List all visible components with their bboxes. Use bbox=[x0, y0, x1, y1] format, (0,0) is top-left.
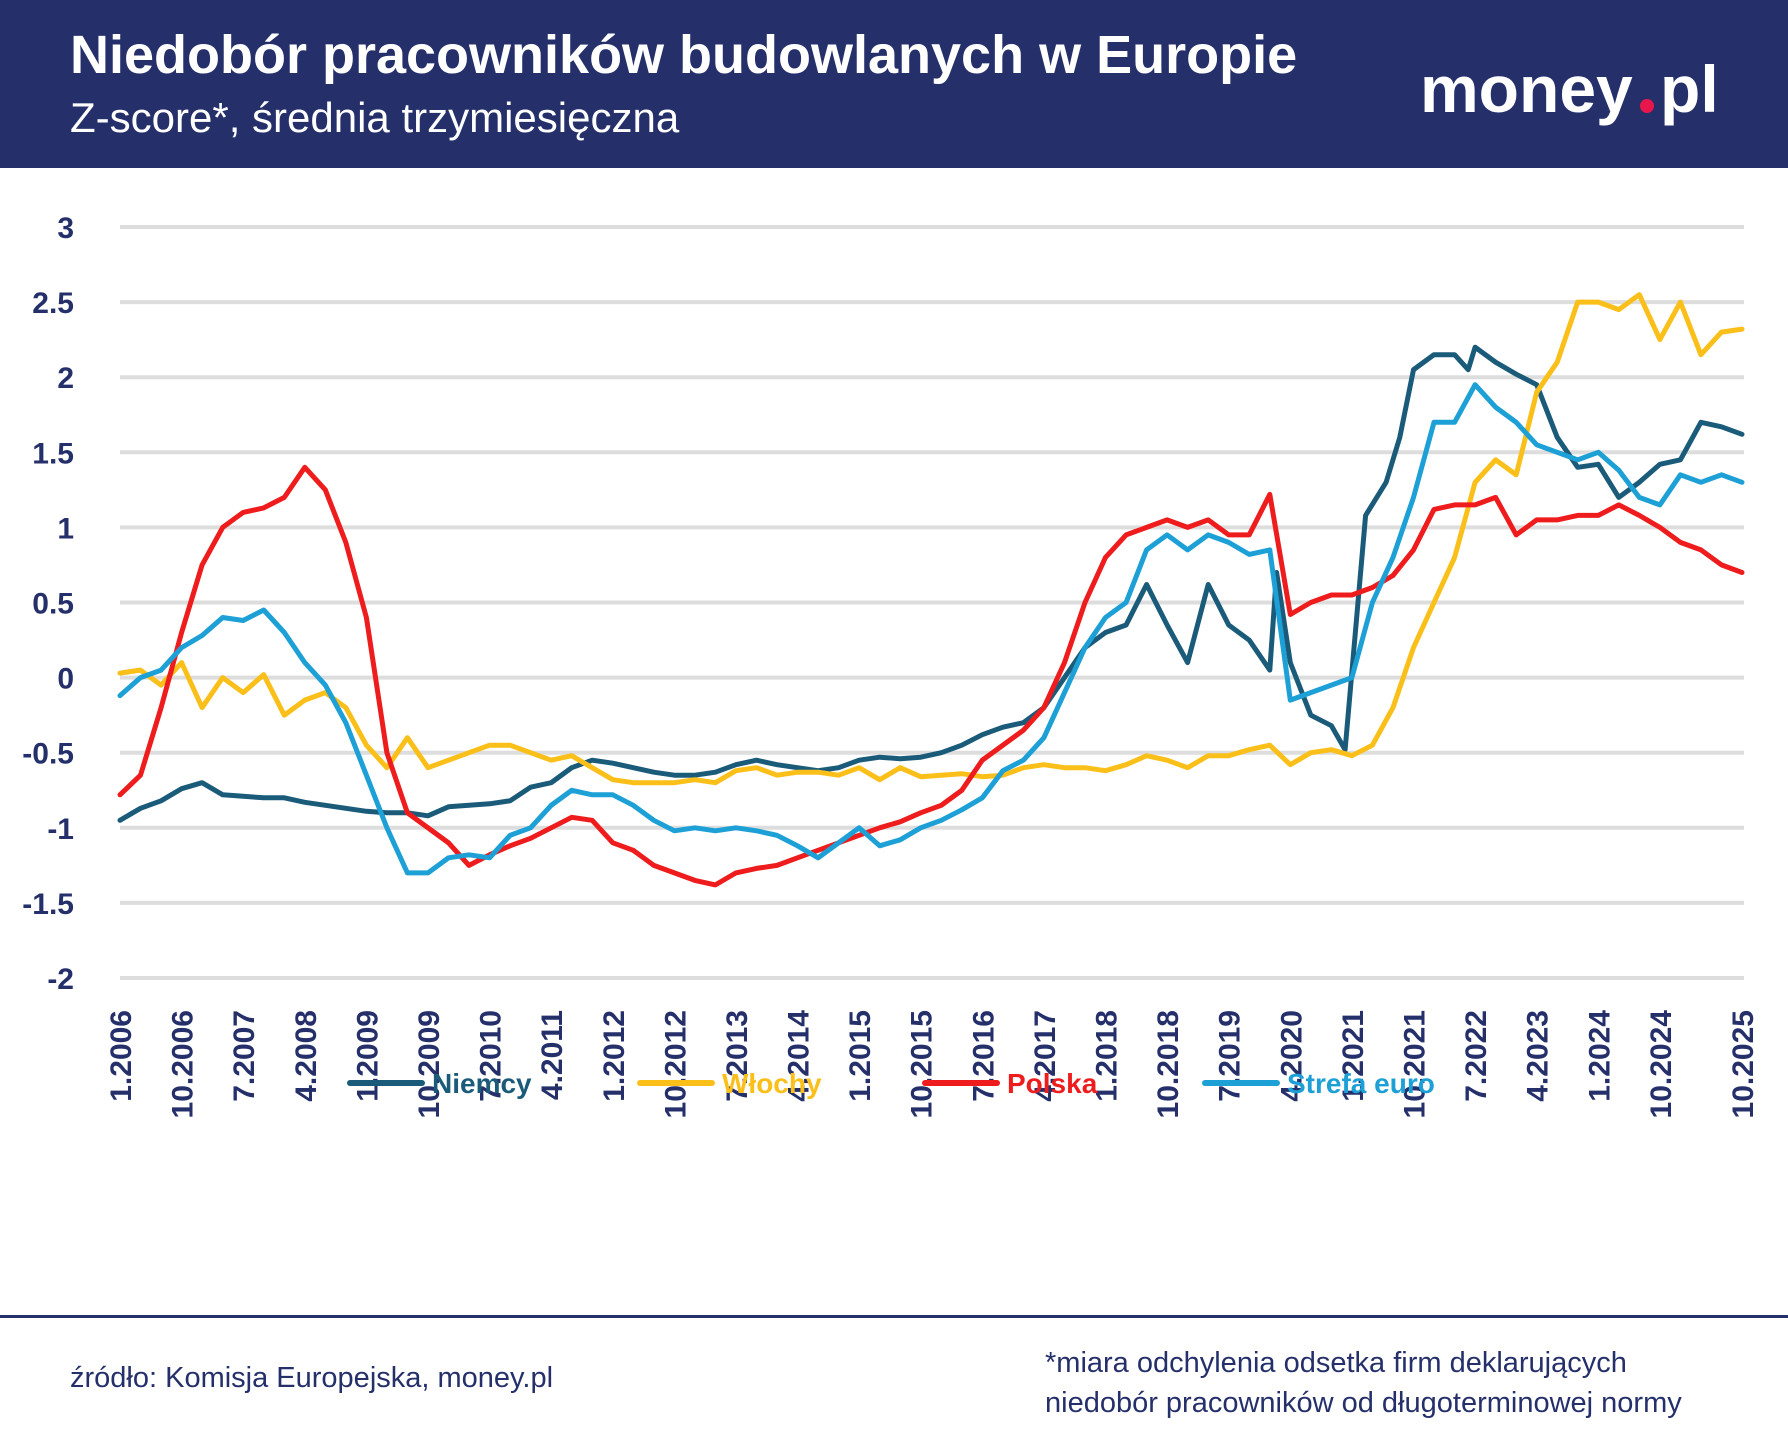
y-tick-label: -0.5 bbox=[22, 738, 74, 771]
x-tick-label: 10.2006 bbox=[167, 1010, 200, 1118]
x-tick-label: 10.2024 bbox=[1645, 1010, 1678, 1119]
x-tick-label: 7.2013 bbox=[721, 1010, 754, 1102]
footnote-line-2: niedobór pracowników od długoterminowej … bbox=[1045, 1387, 1682, 1419]
footnote-line-1: *miara odchylenia odsetka firm deklarują… bbox=[1045, 1347, 1627, 1379]
gridlines bbox=[120, 225, 1744, 980]
footnote: *miara odchylenia odsetka firm deklarują… bbox=[1045, 1343, 1765, 1423]
source-note: źródło: Komisja Europejska, money.pl bbox=[70, 1362, 554, 1394]
legend: Niemcy Włochy Polska Strefa euro bbox=[347, 1068, 1435, 1099]
x-tick-label: 7.2010 bbox=[475, 1010, 508, 1102]
x-tick-label: 1.2015 bbox=[844, 1010, 877, 1102]
series-lines bbox=[117, 292, 1745, 888]
x-tick-label: 7.2007 bbox=[228, 1010, 261, 1102]
chart-title: Niedobór pracowników budowlanych w Europ… bbox=[70, 25, 1298, 85]
y-tick-label: 1.5 bbox=[32, 437, 74, 470]
y-tick-label: 2 bbox=[57, 362, 74, 395]
x-tick-label: 1.2012 bbox=[598, 1010, 631, 1102]
x-tick-label: 4.2023 bbox=[1522, 1010, 1555, 1102]
x-tick-label: 10.2012 bbox=[659, 1010, 692, 1118]
x-tick-label: 4.2017 bbox=[1029, 1010, 1062, 1102]
y-tick-label: 3 bbox=[57, 212, 74, 245]
x-tick-label: 7.2019 bbox=[1214, 1010, 1247, 1102]
series-line-strefa-euro bbox=[117, 382, 1745, 876]
y-tick-label: -2 bbox=[47, 963, 74, 996]
y-tick-label: 1 bbox=[57, 512, 74, 545]
x-tick-label: 10.2018 bbox=[1152, 1010, 1185, 1118]
legend-label: Strefa euro bbox=[1287, 1068, 1435, 1099]
x-tick-label: 1.2006 bbox=[105, 1010, 138, 1102]
y-tick-label: 0.5 bbox=[32, 588, 74, 621]
x-tick-label: 4.2014 bbox=[783, 1010, 816, 1102]
series-line-polska bbox=[117, 464, 1745, 888]
svg-text:money: money bbox=[1420, 52, 1633, 126]
x-tick-label: 7.2016 bbox=[967, 1010, 1000, 1102]
chart-subtitle: Z-score*, średnia trzymiesięczna bbox=[70, 94, 680, 141]
y-tick-label: -1 bbox=[47, 813, 74, 846]
x-tick-label: 4.2011 bbox=[536, 1010, 569, 1100]
x-tick-label: 1.2021 bbox=[1337, 1010, 1370, 1102]
x-axis-ticks: 1.2006 10.2006 7.2007 4.2008 1.2009 10.2009 7.… bbox=[105, 1010, 1760, 1119]
x-tick-label: 10.2015 bbox=[906, 1010, 939, 1118]
header-banner: Niedobór pracowników budowlanych w Europ… bbox=[0, 0, 1788, 168]
legend-label: Niemcy bbox=[432, 1068, 532, 1099]
footer-divider bbox=[0, 1315, 1788, 1318]
x-tick-label: 7.2022 bbox=[1460, 1010, 1493, 1102]
x-tick-label: 1.2018 bbox=[1091, 1010, 1124, 1102]
y-tick-label: 2.5 bbox=[32, 287, 74, 320]
x-tick-label: 10.2025 bbox=[1727, 1010, 1760, 1118]
series-line-wlochy bbox=[117, 292, 1745, 786]
legend-label: Polska bbox=[1007, 1068, 1098, 1099]
legend-label: Włochy bbox=[722, 1068, 822, 1099]
svg-text:pl: pl bbox=[1660, 52, 1719, 126]
x-tick-label: 10.2009 bbox=[413, 1010, 446, 1118]
series-line-niemcy bbox=[117, 344, 1745, 823]
y-tick-label: -1.5 bbox=[22, 888, 74, 921]
y-axis-ticks: 3 2.5 2 1.5 1 0.5 0 -0.5 -1 -1.5 -2 bbox=[22, 212, 74, 996]
x-tick-label: 4.2020 bbox=[1275, 1010, 1308, 1102]
money-pl-logo: money pl bbox=[1420, 52, 1719, 126]
x-tick-label: 1.2009 bbox=[351, 1010, 384, 1102]
x-tick-label: 4.2008 bbox=[290, 1010, 323, 1102]
x-tick-label: 10.2021 bbox=[1398, 1010, 1431, 1118]
x-tick-label: 1.2024 bbox=[1583, 1010, 1616, 1102]
line-chart: 3 2.5 2 1.5 1 0.5 0 -0.5 -1 -1.5 -2 1.2006 10.2006 7… bbox=[22, 212, 1760, 1119]
y-tick-label: 0 bbox=[57, 663, 74, 696]
